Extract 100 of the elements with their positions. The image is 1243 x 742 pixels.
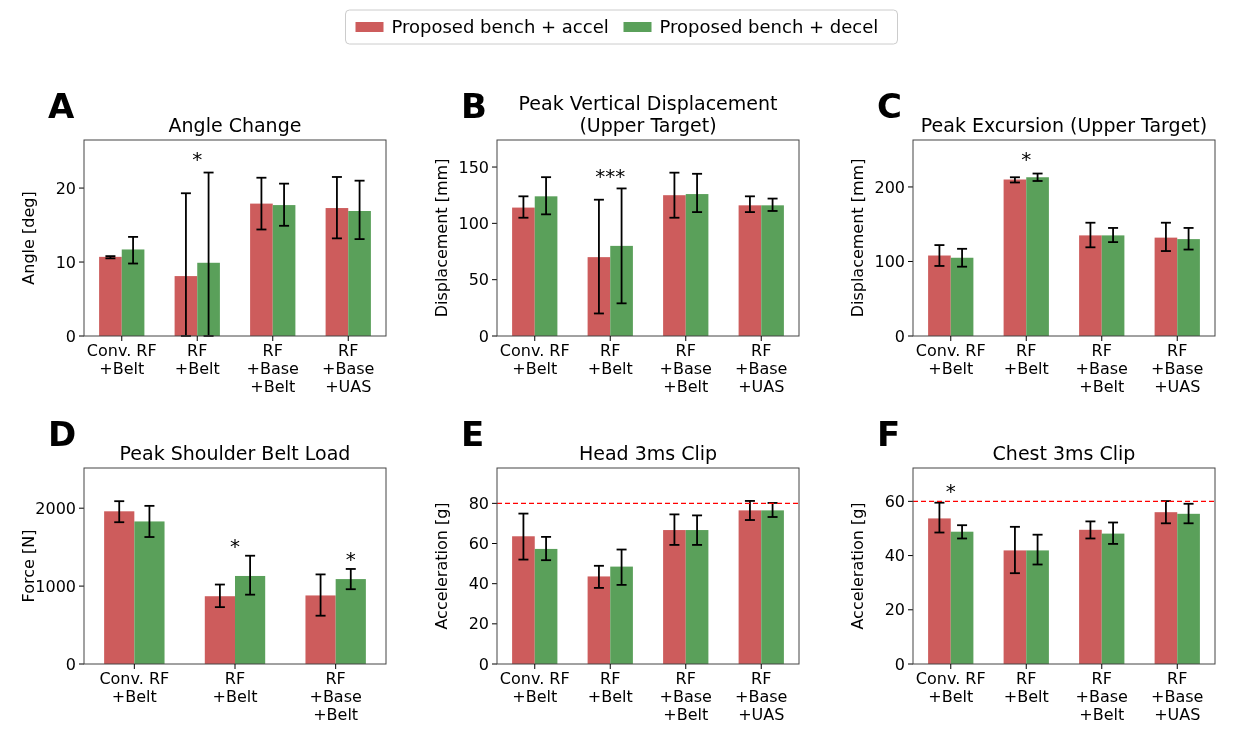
bar [348,211,371,336]
bar [325,208,349,336]
y-tick-label: 0 [478,326,489,346]
bar [134,521,165,664]
x-tick-label: Conv. RF +Belt [86,341,157,378]
bar [738,205,762,336]
bar [1079,529,1102,664]
y-tick-label: 10 [55,252,76,272]
y-tick-label: 60 [468,534,489,554]
y-tick-label: 1000 [35,576,76,596]
x-tick-label: Conv. RF +Belt [499,669,570,706]
y-tick-label: 40 [468,574,489,594]
y-tick-label: 20 [468,614,489,634]
annotation: * [1021,146,1032,171]
bar [738,510,762,664]
y-tick-label: 40 [884,546,905,566]
annotation: * [230,533,240,558]
x-tick-label: RF +Belt [587,341,633,378]
bar [1101,235,1125,336]
bar [121,249,145,336]
y-tick-label: 0 [65,654,76,674]
bar [663,195,686,336]
y-tick-label: 0 [65,326,76,346]
bar [610,566,633,664]
y-tick-label: 20 [884,600,905,620]
x-tick-label: Conv. RF +Belt [499,341,570,378]
chart-title: Peak Vertical Displacement (Upper Target) [518,92,778,136]
bar [663,530,686,664]
y-tick-label: 100 [458,213,489,233]
text: D [48,414,77,454]
y-tick-label: 0 [894,654,905,674]
chart-title: Head 3ms Clip [578,442,718,464]
y-axis-title: Angle [deg] [19,191,38,285]
bar [197,262,220,336]
bar [1003,550,1027,664]
bar [685,194,709,336]
y-tick-label: 80 [468,493,489,513]
bar [235,575,266,664]
bar [305,595,336,664]
y-tick-label: 0 [894,326,905,346]
text: B [461,86,487,126]
x-tick-label: Conv. RF +Belt [915,341,986,378]
bar [761,205,784,336]
bar [512,207,535,336]
y-tick-label: 100 [874,252,905,272]
bar [587,576,611,664]
bar [950,531,974,664]
y-tick-label: 20 [55,178,76,198]
x-tick-label: RF +Base +UAS [322,341,375,396]
chart-title: Chest 3ms Clip [992,442,1136,464]
x-tick-label: RF +Belt [212,669,258,706]
bar [534,196,558,336]
chart-title: Angle Change [168,114,302,136]
x-tick-label: Conv. RF +Belt [99,669,170,706]
bar [610,245,633,336]
x-tick-label: RF +Belt [174,341,220,378]
x-tick-label: RF +Belt [587,669,633,706]
annotation: * [192,146,203,171]
bar [1101,533,1125,664]
bar [1154,512,1178,664]
y-tick-label: 60 [884,491,905,511]
bar [685,530,709,664]
x-tick-label: RF +Base +Belt [246,341,299,396]
annotation: *** [595,164,626,189]
bar [512,536,535,664]
text: E [461,414,485,454]
y-axis-title: Acceleration [g] [432,502,451,630]
y-tick-label: 50 [468,270,489,290]
chart-title: Peak Shoulder Belt Load [119,442,351,464]
y-axis-title: Force [N] [19,529,38,603]
chart-title: Peak Excursion (Upper Target) [920,114,1208,136]
y-axis-title: Displacement [mm] [848,158,867,318]
x-tick-label: RF +Base +Belt [659,669,712,724]
bar [1177,513,1200,664]
x-tick-label: RF +Base +UAS [1151,669,1204,724]
x-tick-label: RF +Base +Belt [659,341,712,396]
x-tick-label: RF +Base +UAS [1151,341,1204,396]
x-tick-label: RF +Base +Belt [1075,669,1128,724]
annotation: * [345,547,356,572]
bar [928,255,951,336]
bar [1026,177,1049,336]
bar [204,596,235,664]
bar [950,257,974,336]
bar [534,548,558,664]
y-tick-label: 2000 [35,498,76,518]
bar [335,579,366,664]
legend-label: Proposed bench + accel [391,16,609,38]
bar [928,518,951,664]
bar [99,256,122,336]
x-tick-label: Conv. RF +Belt [915,669,986,706]
bar [1177,239,1200,336]
bar [1003,179,1027,336]
legend-label: Proposed bench + decel [659,16,879,38]
x-tick-label: RF +Base +Belt [1075,341,1128,396]
bar [104,511,135,664]
bar [1079,235,1102,336]
text: F [877,414,901,454]
x-tick-label: RF +Base +UAS [735,669,788,724]
annotation: * [945,478,956,503]
x-tick-label: RF +Base +UAS [735,341,788,396]
